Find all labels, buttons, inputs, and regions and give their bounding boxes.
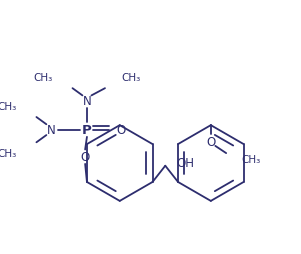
Text: N: N [82,95,91,108]
Text: CH₃: CH₃ [33,73,53,83]
Text: CH₃: CH₃ [0,149,17,158]
Text: P: P [82,124,92,137]
Text: CH₃: CH₃ [0,102,17,112]
Text: N: N [46,124,55,137]
Text: CH₃: CH₃ [241,155,261,165]
Text: O: O [116,124,126,137]
Text: O: O [80,151,90,164]
Text: OH: OH [176,156,194,169]
Text: CH₃: CH₃ [121,73,141,83]
Text: O: O [206,135,216,148]
